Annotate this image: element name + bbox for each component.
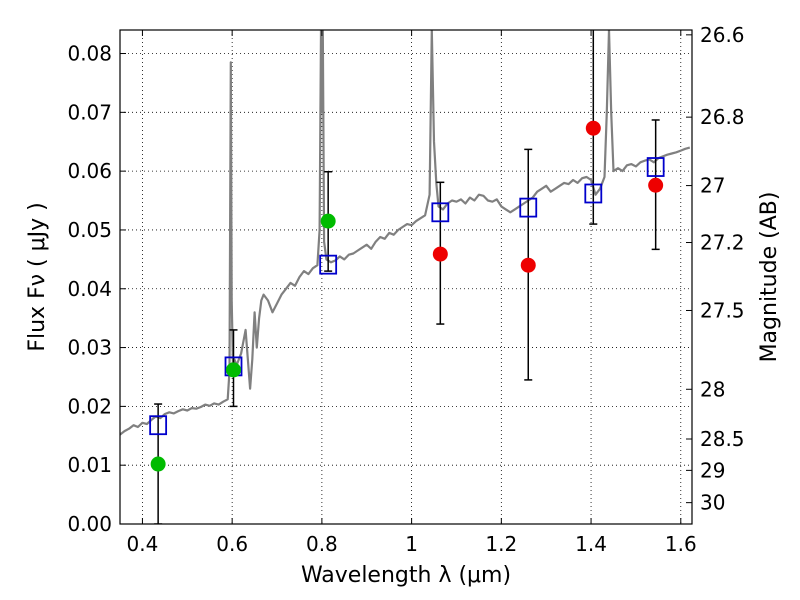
right-tick-label: 30 bbox=[700, 491, 725, 515]
x-tick-label: 0.6 bbox=[216, 532, 248, 556]
axes-frame bbox=[119, 29, 693, 525]
x-axis-label: Wavelength λ (μm) bbox=[301, 563, 511, 588]
y-tick-label: 0.04 bbox=[67, 277, 112, 301]
right-tick-label: 28.5 bbox=[700, 427, 745, 451]
y-tick-label: 0.05 bbox=[67, 218, 112, 242]
right-tick-label: 29 bbox=[700, 458, 725, 482]
right-axis-label: Magnitude (AB) bbox=[757, 192, 782, 363]
observed-data-point bbox=[150, 456, 166, 472]
right-tick-label: 26.6 bbox=[700, 23, 745, 47]
x-tick-label: 1.4 bbox=[575, 532, 607, 556]
y-tick-label: 0.02 bbox=[67, 394, 112, 418]
x-tick-label: 0.4 bbox=[127, 532, 159, 556]
right-tick-label: 27.5 bbox=[700, 298, 745, 322]
model-photometry-square bbox=[584, 183, 603, 204]
observed-data-point bbox=[520, 257, 536, 273]
y-tick-label: 0.00 bbox=[67, 512, 112, 536]
y-axis-label: Flux Fν ( μJy ) bbox=[25, 202, 50, 351]
markers bbox=[149, 120, 665, 472]
observed-data-point bbox=[648, 177, 664, 193]
y-axis-ticks: 0.00 0.01 0.02 0.03 0.04 0.05 0.06 0.07 0.08 bbox=[67, 42, 126, 536]
x-tick-label: 1 bbox=[405, 532, 418, 556]
y-tick-label: 0.07 bbox=[67, 100, 112, 124]
observed-data-point bbox=[226, 362, 242, 378]
y-tick-label: 0.03 bbox=[67, 336, 112, 360]
x-tick-label: 1.6 bbox=[665, 532, 697, 556]
right-tick-label: 27 bbox=[700, 174, 725, 198]
right-tick-label: 27.2 bbox=[700, 231, 745, 255]
observed-data-point bbox=[585, 120, 601, 136]
x-tick-label: 1.2 bbox=[485, 532, 517, 556]
observed-data-point bbox=[320, 213, 336, 229]
model-photometry-square bbox=[149, 415, 168, 436]
right-tick-label: 26.8 bbox=[700, 105, 745, 129]
model-photometry-square bbox=[319, 254, 338, 275]
model-photometry-square bbox=[519, 197, 538, 218]
y-tick-label: 0.08 bbox=[67, 42, 112, 66]
y-tick-label: 0.01 bbox=[67, 453, 112, 477]
model-photometry-square bbox=[646, 157, 665, 177]
right-axis-ticks: 26.6 26.8 27 27.2 27.5 28 28.5 29 30 bbox=[686, 23, 745, 515]
model-photometry-square bbox=[431, 202, 450, 223]
x-axis-ticks: 0.4 0.6 0.8 1 1.2 1.4 1.6 bbox=[127, 30, 697, 556]
right-tick-label: 28 bbox=[700, 377, 725, 401]
y-tick-label: 0.06 bbox=[67, 159, 112, 183]
x-tick-label: 0.8 bbox=[306, 532, 338, 556]
plot-area bbox=[120, 30, 691, 524]
observed-data-point bbox=[432, 246, 448, 262]
